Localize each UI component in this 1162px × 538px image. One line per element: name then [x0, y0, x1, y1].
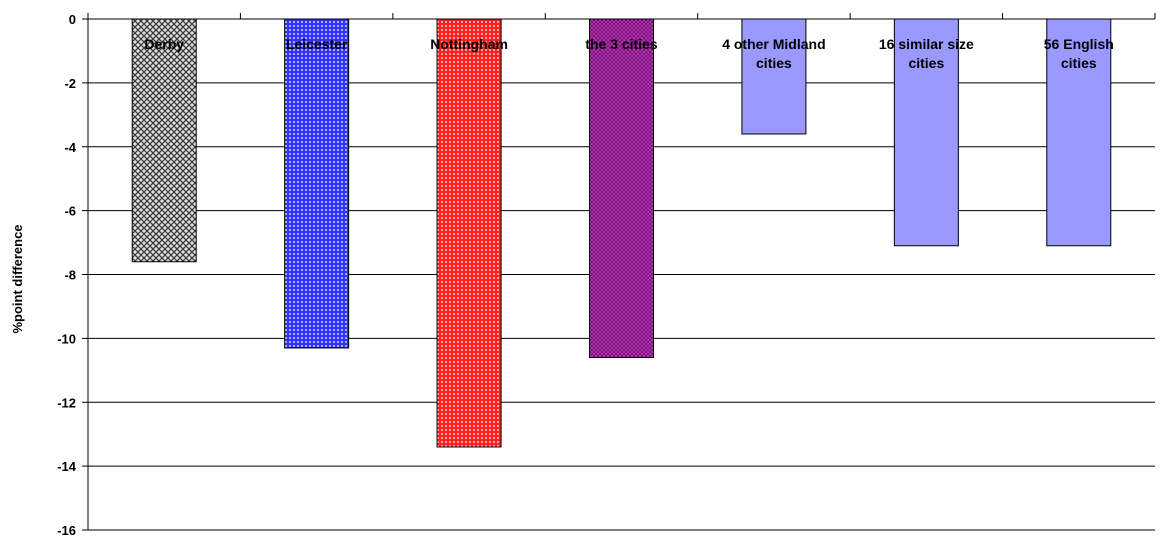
y-tick-labels: 0 -2 -4 -6 -8 -10 -12 -14 -16	[57, 12, 77, 538]
bars	[131, 18, 1112, 448]
y-tick-label: -14	[57, 459, 77, 474]
category-label: the 3 cities	[585, 36, 658, 52]
category-label: Leicester	[286, 36, 348, 52]
axes	[87, 13, 1156, 530]
bar	[131, 18, 197, 263]
y-tick-label: -16	[57, 523, 76, 538]
category-label: Derby	[144, 36, 184, 52]
y-tick-label: -10	[57, 331, 76, 346]
category-label: Nottingham	[430, 36, 508, 52]
y-tick-label: -8	[64, 268, 76, 283]
y-tick-label: -12	[57, 395, 76, 410]
y-tick-label: -2	[64, 76, 76, 91]
y-tick-label: -4	[64, 140, 76, 155]
bar	[1046, 18, 1112, 247]
y-tick-label: -6	[64, 204, 76, 219]
bar	[893, 18, 959, 247]
category-label: 16 similar size cities	[879, 36, 974, 71]
category-label: 4 other Midland cities	[722, 36, 825, 71]
category-labels: Derby Leicester Nottingham the 3 cities 4 ot…	[144, 36, 1113, 71]
bar	[436, 18, 502, 448]
category-label: 56 English cities	[1044, 36, 1114, 71]
bar	[284, 18, 350, 349]
bar	[589, 18, 654, 359]
y-axis-title: %point difference	[10, 224, 25, 333]
bar	[741, 18, 807, 135]
y-tick-label: 0	[69, 12, 76, 27]
